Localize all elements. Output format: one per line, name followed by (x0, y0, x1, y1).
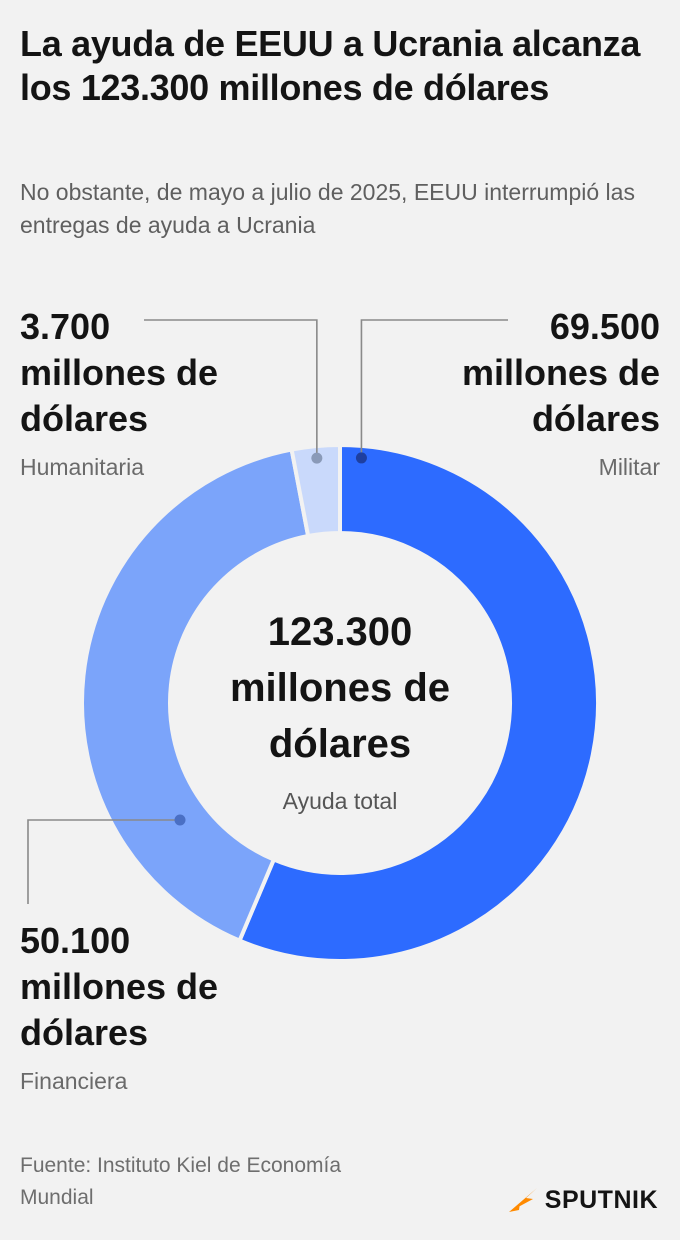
chart-title: La ayuda de EEUU a Ucrania alcanza los 1… (20, 23, 641, 108)
sputnik-logo: SPUTNIK (507, 1180, 658, 1220)
callout-militar-value: 69.500 millones de dólares (461, 306, 660, 439)
sputnik-logo-icon (508, 1188, 537, 1212)
leader-line-humanitaria (144, 319, 318, 459)
leader-dot-financiera (174, 814, 186, 826)
brand-name: SPUTNIK (544, 1185, 658, 1214)
center-total-label: Ayuda total (282, 788, 398, 814)
callout-militar-label: Militar (598, 454, 660, 480)
callout-humanitaria-value: 3.700 millones de dólares (20, 306, 219, 439)
leader-line-financiera (27, 819, 180, 904)
slice-humanitaria (289, 442, 342, 539)
callout-financiera-value: 50.100 millones de dólares (20, 920, 219, 1053)
slice-militar (236, 442, 600, 963)
source-note: Fuente: Instituto Kiel de Economía Mundi… (20, 1154, 342, 1209)
callout-humanitaria-label: Humanitaria (20, 454, 144, 480)
leader-dot-humanitaria (311, 452, 323, 464)
center-total-value: 123.300 millones de dólares (229, 610, 451, 766)
leader-line-militar (360, 319, 508, 458)
callout-financiera-label: Financiera (20, 1068, 128, 1094)
leader-dot-militar (355, 452, 367, 464)
chart-subtitle: No obstante, de mayo a julio de 2025, EE… (20, 179, 635, 238)
slice-financiera (80, 447, 311, 944)
